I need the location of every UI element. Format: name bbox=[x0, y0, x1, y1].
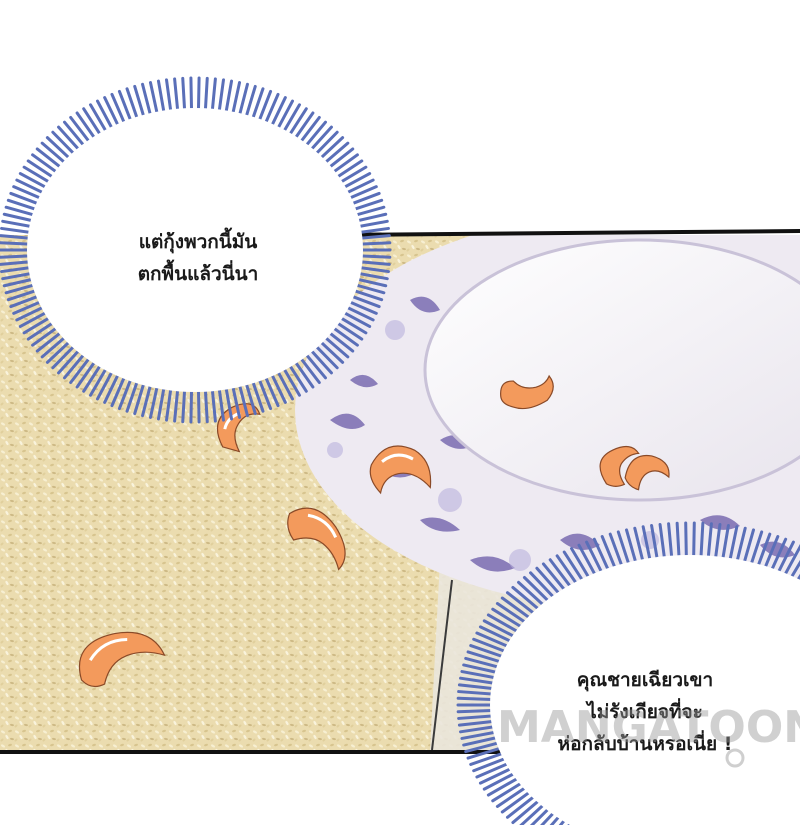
bubble-top-text: แต่กุ้งพวกนี้มัน ตกพื้นแล้วนี่นา bbox=[88, 226, 308, 290]
floor-crack bbox=[431, 579, 453, 750]
shrimp bbox=[369, 445, 432, 495]
shrimp bbox=[78, 631, 166, 688]
watermark-text: MANGATOON bbox=[497, 702, 800, 753]
bubble-body bbox=[490, 555, 800, 825]
watermark-logo-mark bbox=[725, 748, 745, 768]
bubble-top-line: ตกพื้นแล้วนี่นา bbox=[137, 263, 259, 285]
bubble-bottom-line: ห่อกลับบ้านหรอเนี่ย ! bbox=[557, 733, 733, 755]
plate-inner bbox=[423, 238, 800, 502]
bubble-bottom-line: ไม่รังเกียจที่จะ bbox=[587, 701, 703, 723]
bubble-bottom-text: คุณชายเฉียวเขา ไม่รังเกียจที่จะ ห่อกลับบ… bbox=[520, 664, 770, 760]
speech-bubble-bottom bbox=[456, 521, 800, 825]
speech-bubble-top bbox=[0, 76, 392, 424]
shrimp bbox=[500, 374, 554, 410]
shrimp bbox=[624, 454, 670, 491]
shrimp bbox=[599, 445, 640, 487]
bubble-body bbox=[27, 108, 363, 392]
shrimp bbox=[287, 507, 346, 571]
shrimp-pieces bbox=[78, 374, 670, 688]
plate bbox=[295, 235, 800, 610]
bubble-bottom-line: คุณชายเฉียวเขา bbox=[576, 669, 714, 691]
bubble-top-line: แต่กุ้งพวกนี้มัน bbox=[138, 231, 258, 253]
panel-border-top bbox=[329, 229, 800, 237]
